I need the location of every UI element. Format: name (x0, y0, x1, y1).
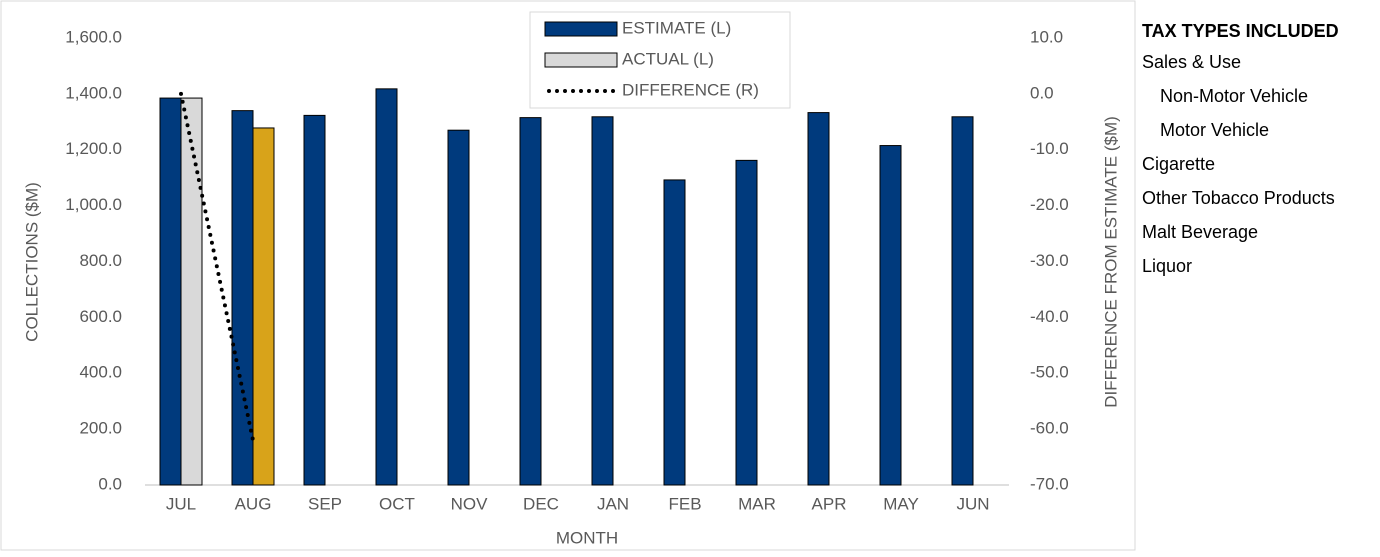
y-axis-title: COLLECTIONS ($M) (22, 182, 41, 342)
x-tick-label: NOV (451, 494, 489, 513)
bar (180, 97, 203, 486)
bar (879, 145, 902, 486)
x-tick-label: OCT (379, 494, 415, 513)
y2-tick-label: -60.0 (1030, 419, 1069, 438)
bar (591, 116, 614, 486)
y2-tick-label: -20.0 (1030, 195, 1069, 214)
x-axis-title: MONTH (556, 528, 618, 547)
chart-border (0, 0, 1136, 551)
bar (663, 179, 686, 486)
y2-tick-label: 10.0 (1030, 27, 1063, 46)
bar (447, 129, 470, 486)
bar (303, 114, 326, 486)
legend-swatch (544, 52, 618, 68)
y-tick-label: 400.0 (79, 363, 122, 382)
side-item: Other Tobacco Products (1142, 188, 1335, 208)
bar (519, 117, 542, 486)
bar (231, 110, 254, 486)
bar (735, 159, 758, 486)
x-tick-label: SEP (308, 494, 342, 513)
x-tick-label: JUL (166, 494, 196, 513)
side-item: Sales & Use (1142, 52, 1241, 72)
legend-swatch (544, 21, 618, 37)
x-tick-label: JUN (956, 494, 989, 513)
x-tick-label: FEB (668, 494, 701, 513)
x-tick-label: JAN (597, 494, 629, 513)
side-item: Malt Beverage (1142, 222, 1258, 242)
side-item: Liquor (1142, 256, 1192, 276)
side-item: Cigarette (1142, 154, 1215, 174)
y-tick-label: 800.0 (79, 251, 122, 270)
y-tick-label: 1,200.0 (65, 139, 122, 158)
y2-tick-label: -40.0 (1030, 307, 1069, 326)
y2-tick-label: -30.0 (1030, 251, 1069, 270)
legend-label: DIFFERENCE (R) (622, 80, 759, 99)
side-item: Non-Motor Vehicle (1160, 86, 1308, 106)
y-tick-label: 1,400.0 (65, 83, 122, 102)
y-tick-label: 1,000.0 (65, 195, 122, 214)
y2-tick-label: -70.0 (1030, 474, 1069, 493)
bar (807, 112, 830, 486)
side-title: TAX TYPES INCLUDED (1142, 21, 1339, 41)
y-tick-label: 600.0 (79, 307, 122, 326)
x-tick-label: MAR (738, 494, 776, 513)
bar (951, 116, 974, 486)
bar (252, 127, 275, 486)
bar (159, 97, 182, 486)
bar (375, 88, 398, 486)
y2-axis-title: DIFFERENCE FROM ESTIMATE ($M) (1101, 116, 1120, 408)
x-tick-label: MAY (883, 494, 919, 513)
side-panel: TAX TYPES INCLUDED Sales & Use Non-Motor … (1142, 21, 1339, 276)
x-tick-label: DEC (523, 494, 559, 513)
x-tick-label: APR (812, 494, 847, 513)
y2-tick-label: 0.0 (1030, 83, 1054, 102)
y2-tick-label: -10.0 (1030, 139, 1069, 158)
difference-line (179, 91, 255, 443)
y-tick-label: 1,600.0 (65, 27, 122, 46)
y2-tick-label: -50.0 (1030, 363, 1069, 382)
legend-label: ESTIMATE (L) (622, 18, 731, 37)
side-item: Motor Vehicle (1160, 120, 1269, 140)
y-tick-label: 200.0 (79, 419, 122, 438)
y-tick-label: 0.0 (98, 474, 122, 493)
legend-label: ACTUAL (L) (622, 49, 714, 68)
x-tick-label: AUG (235, 494, 272, 513)
